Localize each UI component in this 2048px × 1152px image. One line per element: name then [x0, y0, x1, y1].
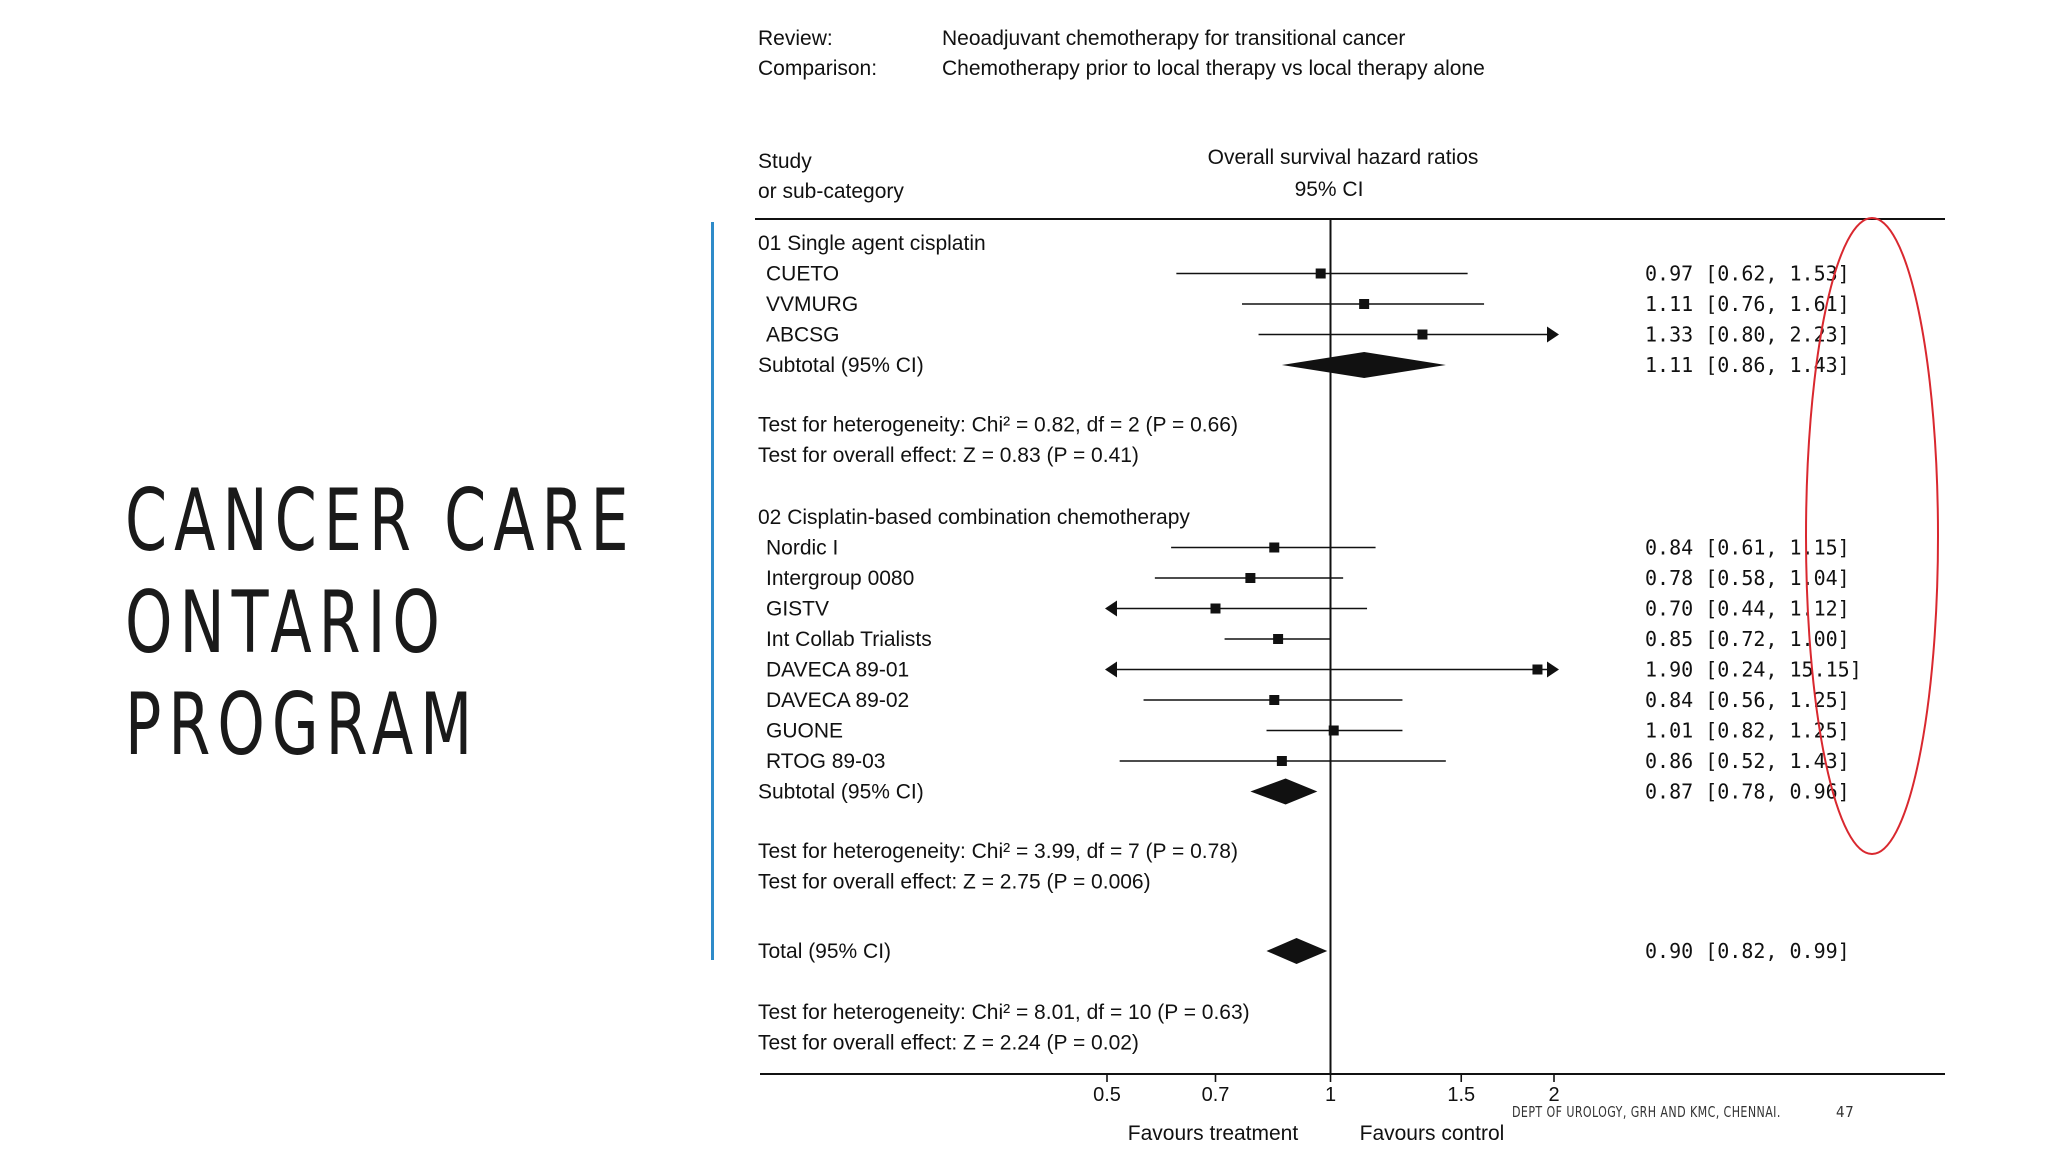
- x-tick-label: 1.5: [1447, 1084, 1475, 1106]
- highlight-ellipse: [1805, 217, 1939, 855]
- point-estimate: [1315, 268, 1326, 279]
- subtotal-diamond: [1281, 352, 1446, 378]
- study-value: 1.33 [0.80, 2.23]: [1645, 323, 1850, 347]
- comparison-text: Chemotherapy prior to local therapy vs l…: [942, 57, 1485, 80]
- study-value: 0.97 [0.62, 1.53]: [1645, 262, 1850, 286]
- study-name: GISTV: [766, 598, 829, 621]
- review-label: Review:: [758, 27, 833, 50]
- study-name: CUETO: [766, 263, 839, 286]
- subtotal-label: Total (95% CI): [758, 940, 891, 963]
- comparison-label: Comparison:: [758, 57, 877, 80]
- study-value: 0.84 [0.56, 1.25]: [1645, 688, 1850, 712]
- slide-title-line-3: PROGRAM: [125, 675, 480, 775]
- x-tick-label: 0.5: [1093, 1084, 1121, 1106]
- page-number: 47: [1836, 1103, 1855, 1121]
- study-value: 0.86 [0.52, 1.43]: [1645, 749, 1850, 773]
- point-estimate: [1269, 542, 1280, 553]
- study-name: Nordic I: [766, 537, 838, 560]
- favours-control-label: Favours control: [1360, 1122, 1505, 1145]
- review-text: Neoadjuvant chemotherapy for transitiona…: [942, 27, 1405, 50]
- slide-title: CANCER CARE ONTARIO PROGRAM: [125, 470, 636, 776]
- subtotal-value: 0.87 [0.78, 0.96]: [1645, 780, 1850, 804]
- subtotal-label: Subtotal (95% CI): [758, 354, 924, 377]
- point-estimate: [1276, 756, 1287, 766]
- x-tick-label: 1: [1325, 1084, 1336, 1106]
- x-tick-label: 0.7: [1202, 1084, 1230, 1106]
- arrow-left: [1105, 661, 1117, 678]
- column-study-label: Study: [758, 150, 812, 173]
- group-title: 02 Cisplatin-based combination chemother…: [758, 506, 1190, 529]
- subtotal-diamond: [1250, 778, 1318, 805]
- favours-treatment-label: Favours treatment: [1128, 1122, 1299, 1145]
- total-overall-effect-test: Test for overall effect: Z = 2.24 (P = 0…: [758, 1032, 1139, 1055]
- arrow-left: [1105, 600, 1117, 617]
- point-estimate: [1269, 695, 1280, 705]
- study-name: Intergroup 0080: [766, 567, 914, 590]
- subtotal-value: 0.90 [0.82, 0.99]: [1645, 939, 1850, 963]
- study-name: VVMURG: [766, 293, 858, 316]
- column-subcategory-label: or sub-category: [758, 180, 904, 203]
- group-title: 01 Single agent cisplatin: [758, 232, 986, 255]
- overall-effect-test: Test for overall effect: Z = 2.75 (P = 0…: [758, 871, 1151, 894]
- total-diamond: [1266, 938, 1328, 964]
- column-ci-label: 95% CI: [1295, 178, 1364, 201]
- forest-plot: Review: Neoadjuvant chemotherapy for tran…: [755, 27, 1945, 1145]
- study-value: 0.78 [0.58, 1.04]: [1645, 566, 1850, 590]
- arrow-right: [1547, 661, 1559, 678]
- x-tick-label: 2: [1548, 1084, 1559, 1106]
- point-estimate: [1210, 603, 1221, 614]
- subtotal-value: 1.11 [0.86, 1.43]: [1645, 353, 1850, 377]
- footer-department: DEPT OF UROLOGY, GRH AND KMC, CHENNAI.: [1512, 1103, 1781, 1121]
- point-estimate: [1417, 329, 1428, 340]
- heterogeneity-test: Test for heterogeneity: Chi² = 0.82, df …: [758, 414, 1238, 437]
- slide-title-line-1: CANCER CARE: [125, 471, 636, 571]
- study-name: ABCSG: [766, 324, 840, 347]
- point-estimate: [1273, 634, 1284, 644]
- column-measure-label: Overall survival hazard ratios: [1208, 146, 1479, 169]
- study-value: 0.84 [0.61, 1.15]: [1645, 536, 1850, 560]
- total-heterogeneity-test: Test for heterogeneity: Chi² = 8.01, df …: [758, 1001, 1250, 1024]
- point-estimate: [1245, 573, 1256, 583]
- slide-title-line-2: ONTARIO: [125, 573, 447, 673]
- study-value: 1.01 [0.82, 1.25]: [1645, 719, 1850, 743]
- study-value: 1.90 [0.24, 15.15]: [1645, 658, 1862, 682]
- study-name: DAVECA 89-02: [766, 689, 909, 712]
- point-estimate: [1532, 664, 1543, 675]
- overall-effect-test: Test for overall effect: Z = 0.83 (P = 0…: [758, 444, 1139, 467]
- study-value: 1.11 [0.76, 1.61]: [1645, 292, 1850, 316]
- study-name: GUONE: [766, 720, 843, 743]
- study-value: 0.70 [0.44, 1.12]: [1645, 597, 1850, 621]
- study-name: Int Collab Trialists: [766, 628, 932, 651]
- study-name: RTOG 89-03: [766, 750, 885, 773]
- point-estimate: [1359, 299, 1370, 309]
- accent-divider: [711, 222, 714, 960]
- heterogeneity-test: Test for heterogeneity: Chi² = 3.99, df …: [758, 840, 1238, 863]
- point-estimate: [1328, 725, 1339, 736]
- subtotal-label: Subtotal (95% CI): [758, 781, 924, 804]
- study-name: DAVECA 89-01: [766, 659, 909, 682]
- study-value: 0.85 [0.72, 1.00]: [1645, 627, 1850, 651]
- arrow-right: [1547, 326, 1559, 343]
